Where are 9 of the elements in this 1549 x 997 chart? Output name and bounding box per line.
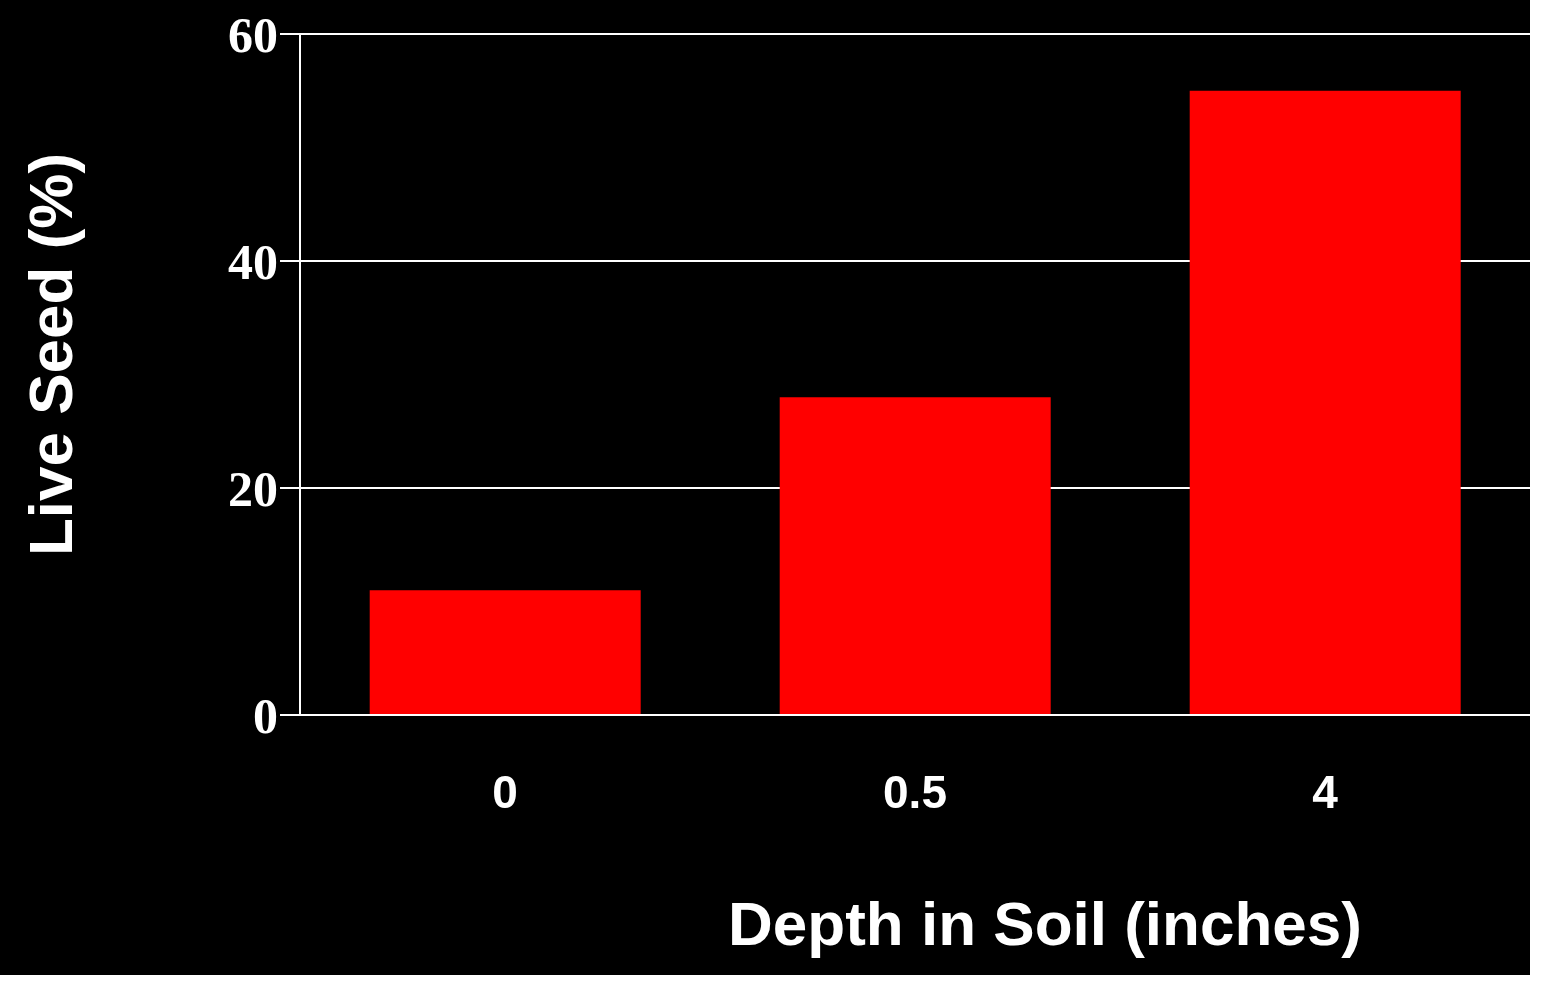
- x-tick-label: 0.5: [883, 765, 947, 818]
- y-tick-label: 20: [228, 460, 278, 517]
- x-tick-label: 4: [1312, 765, 1339, 818]
- x-tick-label: 0: [492, 765, 518, 818]
- x-axis-title: Depth in Soil (inches): [728, 889, 1362, 958]
- y-tick-label: 0: [253, 687, 278, 744]
- y-axis-title: Live Seed (%): [16, 152, 86, 557]
- y-tick-label: 40: [228, 233, 278, 290]
- y-tick-label: 60: [228, 6, 278, 63]
